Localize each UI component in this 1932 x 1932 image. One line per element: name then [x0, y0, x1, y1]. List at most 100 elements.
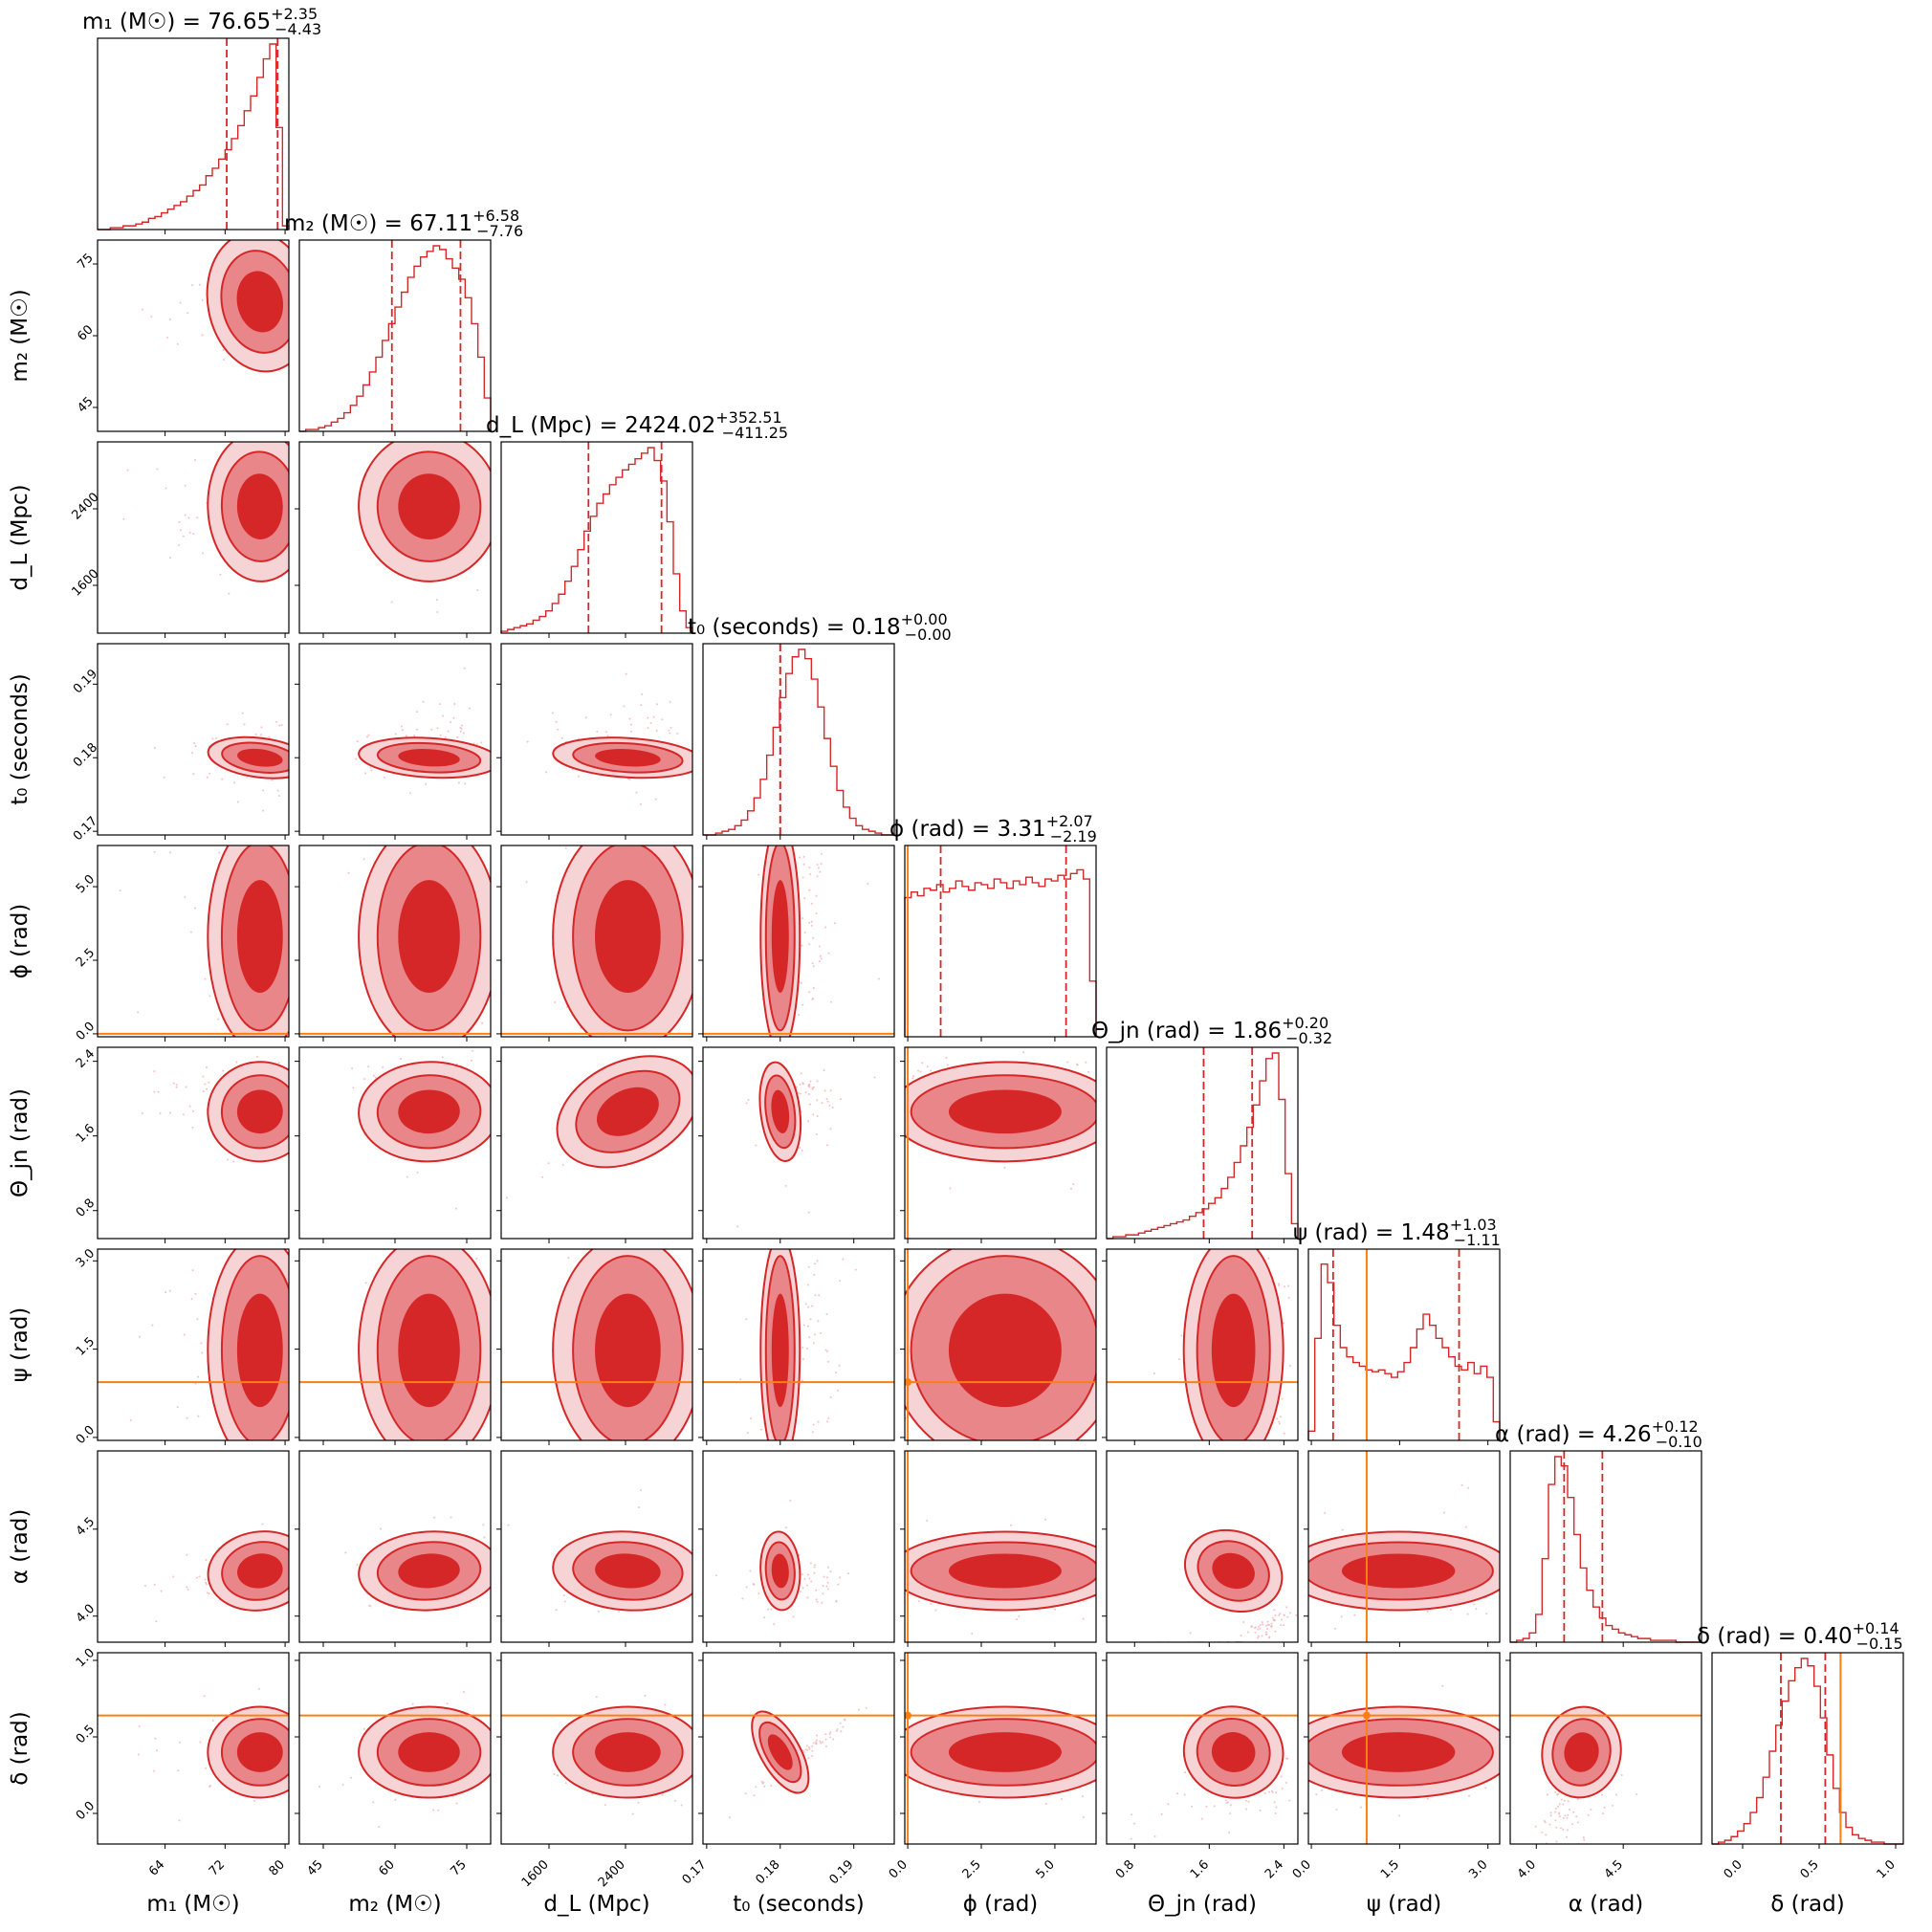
panel-frame: [1106, 1046, 1299, 1240]
sample-point: [1286, 1615, 1289, 1618]
sample-point: [1225, 1802, 1228, 1805]
panel-frame: [1307, 1248, 1501, 1441]
panel-theta-vs-m2: [295, 1046, 492, 1243]
sample-point: [200, 1342, 203, 1345]
sample-point: [175, 1084, 178, 1087]
sample-point: [839, 1722, 842, 1724]
sample-point: [811, 1749, 814, 1752]
sample-point: [341, 1783, 344, 1786]
sample-point: [344, 1551, 347, 1554]
sample-point: [1273, 1801, 1276, 1804]
sample-point: [153, 1090, 156, 1093]
sample-point: [930, 1069, 933, 1072]
sample-point: [233, 781, 236, 784]
sample-point: [784, 1184, 787, 1187]
sample-point: [803, 1578, 806, 1581]
title-plus: +0.00: [901, 610, 948, 628]
sample-point: [1278, 1614, 1281, 1616]
y-axis-label-m2: m₂ (M☉): [8, 289, 33, 382]
sample-point: [808, 1086, 811, 1088]
title-plus: +0.20: [1282, 1014, 1328, 1032]
sample-point: [1280, 1775, 1283, 1778]
sample-point: [1583, 1838, 1586, 1841]
sample-point: [1555, 1840, 1558, 1843]
sample-point: [450, 721, 452, 724]
sample-point: [1268, 1636, 1271, 1638]
sample-point: [1554, 1807, 1557, 1810]
sample-point: [1259, 1810, 1262, 1812]
panel-theta-vs-t0: [698, 1046, 895, 1243]
panel-theta-vs-m1: [93, 1046, 290, 1243]
x-axis-label-m1: m₁ (M☉): [146, 1892, 239, 1917]
sample-point: [1191, 1805, 1194, 1808]
panel-phi-vs-dL: [496, 845, 693, 1042]
contour-level-3: [1341, 1553, 1456, 1589]
sample-point: [829, 1736, 832, 1739]
panel-frame: [97, 643, 290, 836]
histogram-step-line: [1712, 1658, 1903, 1845]
sample-point: [804, 1748, 807, 1751]
sample-point: [157, 1090, 160, 1093]
sample-point: [854, 1268, 857, 1271]
sample-point: [1228, 1831, 1231, 1833]
sample-point: [1442, 1511, 1445, 1514]
sample-point: [837, 1389, 840, 1392]
sample-point: [1264, 1791, 1267, 1794]
title-minus: −4.43: [274, 20, 321, 38]
sample-point: [808, 921, 811, 924]
sample-point: [669, 700, 671, 703]
sample-point: [553, 1773, 556, 1776]
sample-point: [807, 1084, 810, 1087]
sample-point: [807, 1573, 810, 1576]
panel-frame: [1106, 1248, 1299, 1441]
sample-point: [919, 1070, 922, 1073]
sample-point: [441, 1056, 444, 1059]
sample-point: [809, 1318, 812, 1321]
sample-point: [153, 1070, 156, 1073]
panel-content: [505, 1055, 692, 1199]
sample-point: [814, 1564, 817, 1567]
panel-phi-vs-m2: [295, 845, 492, 1042]
sample-point: [268, 735, 271, 738]
panel-psi-vs-theta: [1102, 1248, 1299, 1445]
panel-frame: [702, 1652, 895, 1845]
sample-point: [800, 1072, 802, 1075]
sample-point: [1272, 1618, 1275, 1621]
sample-point: [792, 1615, 795, 1618]
sample-point: [822, 1592, 824, 1595]
panel-content: [1107, 1705, 1298, 1840]
sample-point: [505, 1197, 508, 1199]
sample-point: [821, 1601, 823, 1604]
contour-level-3: [595, 1732, 661, 1772]
sample-point: [394, 733, 397, 735]
sample-point: [1341, 1528, 1344, 1531]
sample-point: [129, 1419, 132, 1422]
sample-point: [623, 705, 626, 708]
y-axis-label-delta: δ (rad): [8, 1711, 33, 1785]
sample-point: [801, 876, 804, 879]
sample-point: [1587, 1813, 1590, 1816]
panel-frame: [1307, 1652, 1501, 1845]
contour-level-3: [398, 749, 460, 767]
sample-point: [826, 1588, 829, 1591]
sample-point: [168, 318, 171, 321]
sample-point: [367, 734, 370, 736]
sample-point: [137, 1753, 140, 1756]
title-minus: −0.00: [905, 626, 952, 644]
sample-point: [816, 1099, 819, 1102]
panel-content: [703, 1249, 894, 1440]
sample-point: [813, 1273, 816, 1276]
contour-level-3: [236, 1732, 283, 1772]
contour-level-3: [595, 880, 661, 994]
sample-point: [828, 1733, 831, 1736]
contour-level-3: [948, 1089, 1062, 1134]
panel-frame: [500, 441, 693, 634]
sample-point: [205, 1581, 208, 1584]
sample-point: [1283, 1432, 1285, 1435]
sample-point: [807, 1265, 810, 1268]
sample-point: [246, 776, 249, 779]
sample-point: [1244, 1799, 1247, 1802]
sample-point: [154, 1737, 157, 1740]
contour-level-3: [948, 1293, 1062, 1408]
panel-content: [344, 1516, 491, 1612]
